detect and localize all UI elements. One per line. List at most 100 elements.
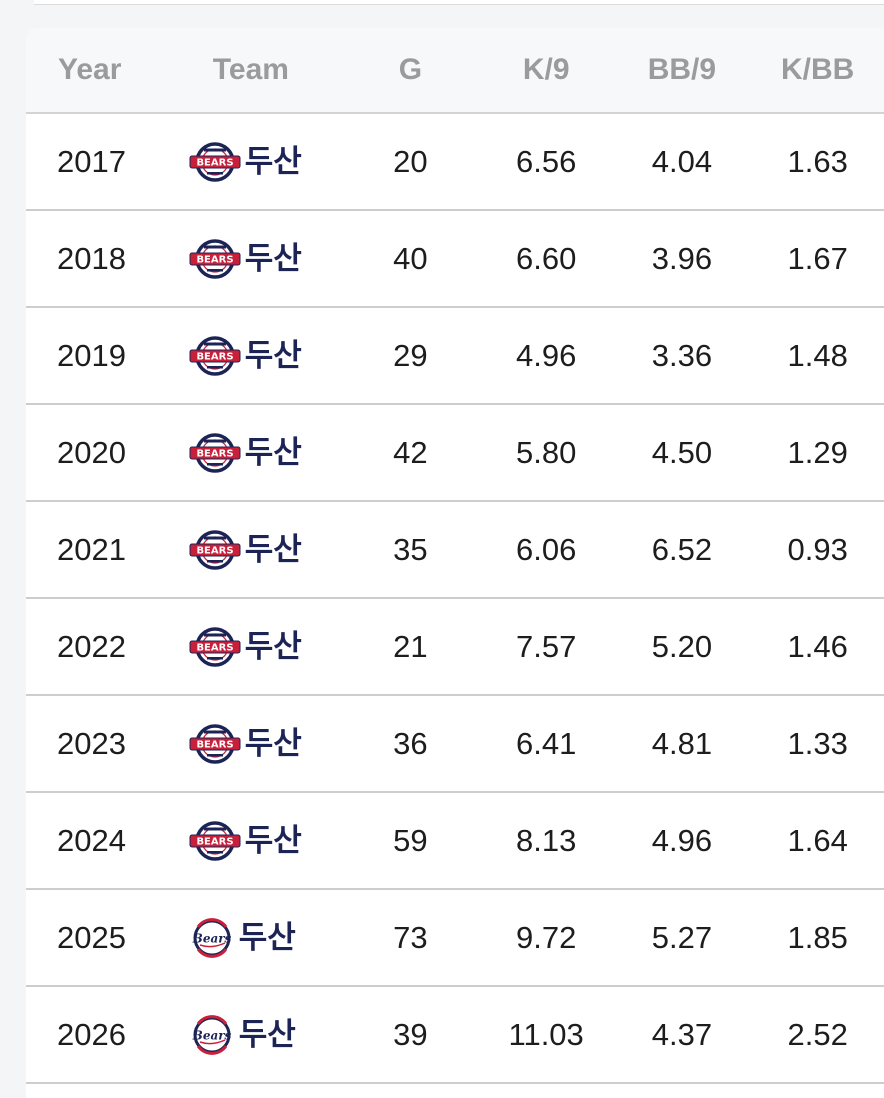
- kbb-cell: 1.33: [751, 695, 884, 793]
- doosan-bears-old-logo-icon: BEARS: [189, 820, 241, 861]
- doosan-bears-old-logo-icon: BEARS: [189, 238, 241, 279]
- header-row: Year Team G K/9 BB/9 K/BB: [26, 28, 884, 114]
- svg-text:Bears: Bears: [191, 1028, 231, 1042]
- team-name[interactable]: 두산: [244, 726, 302, 762]
- doosan-bears-old-logo-icon: BEARS: [189, 335, 241, 376]
- team-cell[interactable]: BEARS 두산: [162, 792, 341, 890]
- team-cell[interactable]: BEARS 두산: [162, 210, 341, 308]
- team-cell[interactable]: BEARS 두산: [162, 307, 341, 405]
- team-name[interactable]: 두산: [244, 241, 302, 277]
- column-header-games[interactable]: G: [341, 28, 480, 114]
- previous-section-edge: [34, 0, 884, 5]
- year-cell: 2018: [26, 210, 163, 308]
- k9-cell: 9.72: [479, 889, 613, 987]
- games-cell: 40: [341, 210, 480, 308]
- bb9-cell: 5.20: [612, 598, 752, 696]
- pitching-stats-table: Year Team G K/9 BB/9 K/BB 2017 BEARS 두산 2…: [26, 28, 884, 1084]
- table-row: 2017 BEARS 두산 20 6.56 4.04 1.63: [26, 113, 884, 211]
- column-header-kbb[interactable]: K/BB: [751, 28, 884, 114]
- svg-text:Bears: Bears: [191, 931, 231, 945]
- column-header-k9[interactable]: K/9: [479, 28, 613, 114]
- k9-cell: 5.80: [479, 404, 613, 502]
- column-header-bb9[interactable]: BB/9: [612, 28, 752, 114]
- table-header: Year Team G K/9 BB/9 K/BB: [26, 28, 884, 114]
- svg-text:BEARS: BEARS: [196, 351, 233, 362]
- team-cell[interactable]: BEARS 두산: [162, 695, 341, 793]
- svg-text:BEARS: BEARS: [196, 448, 233, 459]
- team-cell[interactable]: Bears 두산: [162, 986, 341, 1084]
- kbb-cell: 1.64: [751, 792, 884, 890]
- bb9-cell: 4.96: [612, 792, 752, 890]
- bb9-cell: 5.27: [612, 889, 752, 987]
- doosan-bears-old-logo-icon: BEARS: [189, 626, 241, 667]
- kbb-cell: 1.63: [751, 113, 884, 211]
- k9-cell: 6.60: [479, 210, 613, 308]
- year-cell: 2020: [26, 404, 163, 502]
- k9-cell: 11.03: [479, 986, 613, 1084]
- year-cell: 2019: [26, 307, 163, 405]
- kbb-cell: 1.46: [751, 598, 884, 696]
- year-cell: 2022: [26, 598, 163, 696]
- games-cell: 36: [341, 695, 480, 793]
- stats-card: Year Team G K/9 BB/9 K/BB 2017 BEARS 두산 2…: [26, 28, 884, 1098]
- year-cell: 2026: [26, 986, 163, 1084]
- year-cell: 2023: [26, 695, 163, 793]
- doosan-bears-old-logo-icon: BEARS: [189, 432, 241, 473]
- table-row: 2021 BEARS 두산 35 6.06 6.52 0.93: [26, 501, 884, 599]
- team-cell[interactable]: BEARS 두산: [162, 598, 341, 696]
- kbb-cell: 1.48: [751, 307, 884, 405]
- team-cell[interactable]: BEARS 두산: [162, 113, 341, 211]
- kbb-cell: 1.85: [751, 889, 884, 987]
- games-cell: 29: [341, 307, 480, 405]
- bb9-cell: 4.81: [612, 695, 752, 793]
- k9-cell: 6.56: [479, 113, 613, 211]
- table-row: 2024 BEARS 두산 59 8.13 4.96 1.64: [26, 792, 884, 890]
- column-header-team[interactable]: Team: [162, 28, 341, 114]
- team-name[interactable]: 두산: [244, 823, 302, 859]
- k9-cell: 4.96: [479, 307, 613, 405]
- bb9-cell: 4.37: [612, 986, 752, 1084]
- k9-cell: 6.06: [479, 501, 613, 599]
- year-cell: 2025: [26, 889, 163, 987]
- team-cell[interactable]: Bears 두산: [162, 889, 341, 987]
- k9-cell: 8.13: [479, 792, 613, 890]
- svg-text:BEARS: BEARS: [196, 739, 233, 750]
- svg-text:BEARS: BEARS: [196, 254, 233, 265]
- games-cell: 35: [341, 501, 480, 599]
- games-cell: 59: [341, 792, 480, 890]
- team-name[interactable]: 두산: [244, 629, 302, 665]
- games-cell: 20: [341, 113, 480, 211]
- k9-cell: 6.41: [479, 695, 613, 793]
- team-cell[interactable]: BEARS 두산: [162, 501, 341, 599]
- doosan-bears-old-logo-icon: BEARS: [189, 723, 241, 764]
- kbb-cell: 1.67: [751, 210, 884, 308]
- kbb-cell: 1.29: [751, 404, 884, 502]
- bb9-cell: 3.96: [612, 210, 752, 308]
- games-cell: 42: [341, 404, 480, 502]
- team-name[interactable]: 두산: [238, 1017, 296, 1053]
- team-name[interactable]: 두산: [244, 144, 302, 180]
- bb9-cell: 4.50: [612, 404, 752, 502]
- svg-text:BEARS: BEARS: [196, 157, 233, 168]
- table-body: 2017 BEARS 두산 20 6.56 4.04 1.63 2018 BEAR…: [26, 113, 884, 1084]
- column-header-year[interactable]: Year: [26, 28, 163, 114]
- team-name[interactable]: 두산: [244, 435, 302, 471]
- year-cell: 2021: [26, 501, 163, 599]
- kbb-cell: 0.93: [751, 501, 884, 599]
- games-cell: 39: [341, 986, 480, 1084]
- table-row: 2019 BEARS 두산 29 4.96 3.36 1.48: [26, 307, 884, 405]
- team-cell[interactable]: BEARS 두산: [162, 404, 341, 502]
- table-row: 2023 BEARS 두산 36 6.41 4.81 1.33: [26, 695, 884, 793]
- team-name[interactable]: 두산: [238, 920, 296, 956]
- team-name[interactable]: 두산: [244, 338, 302, 374]
- year-cell: 2024: [26, 792, 163, 890]
- kbb-cell: 2.52: [751, 986, 884, 1084]
- svg-text:BEARS: BEARS: [196, 642, 233, 653]
- table-row: 2018 BEARS 두산 40 6.60 3.96 1.67: [26, 210, 884, 308]
- team-name[interactable]: 두산: [244, 532, 302, 568]
- year-cell: 2017: [26, 113, 163, 211]
- doosan-bears-new-logo-icon: Bears: [191, 917, 231, 958]
- doosan-bears-old-logo-icon: BEARS: [189, 141, 241, 182]
- table-row: 2025 Bears 두산 73 9.72 5.27 1.85: [26, 889, 884, 987]
- table-row: 2020 BEARS 두산 42 5.80 4.50 1.29: [26, 404, 884, 502]
